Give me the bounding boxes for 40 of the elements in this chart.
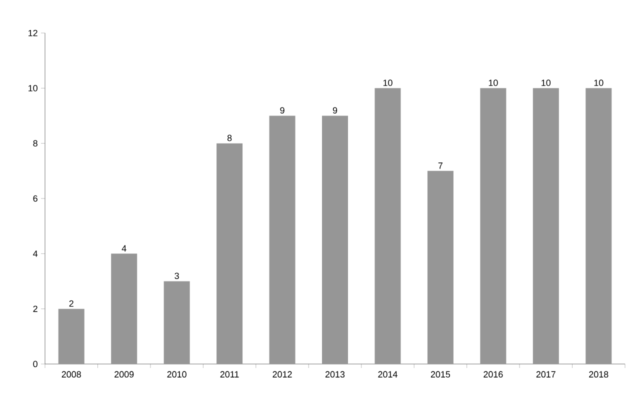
data-label: 7 [438, 162, 442, 169]
data-label: 3 [174, 272, 179, 280]
x-tick-label: 2009 [114, 371, 134, 378]
data-label: 9 [332, 107, 338, 114]
x-tick-label: 2008 [62, 371, 81, 378]
bar [532, 88, 559, 364]
y-tick-label: 6 [33, 195, 38, 202]
bar [322, 116, 348, 364]
y-tick-label: 12 [28, 30, 38, 36]
y-tick-label: 8 [33, 140, 38, 147]
data-label: 4 [122, 245, 126, 252]
bar [216, 143, 243, 364]
data-label: 10 [383, 80, 392, 86]
bar [374, 88, 401, 364]
bar [269, 116, 296, 364]
data-label: 9 [280, 107, 284, 114]
x-tick-label: 2018 [589, 371, 608, 378]
x-tick-label: 2010 [167, 371, 186, 378]
x-tick-label: 2015 [430, 371, 450, 378]
y-tick-label: 2 [33, 306, 38, 312]
x-tick-label: 2013 [325, 371, 345, 378]
data-label: 2 [69, 300, 74, 307]
x-tick-label: 2017 [536, 371, 556, 378]
data-label: 10 [542, 80, 551, 86]
x-tick-label: 2011 [220, 371, 239, 378]
bar [427, 170, 454, 364]
y-tick-label: 0 [33, 360, 38, 368]
bar [111, 254, 138, 364]
data-label: 8 [227, 134, 232, 142]
data-label: 10 [594, 80, 604, 86]
x-tick-label: 2014 [378, 371, 398, 378]
bar [164, 281, 190, 364]
data-label: 10 [488, 80, 498, 86]
y-tick-label: 10 [28, 84, 38, 92]
bar [586, 88, 612, 364]
y-tick-label: 4 [33, 250, 38, 257]
bar [480, 88, 506, 364]
bar [58, 308, 84, 364]
x-tick-label: 2012 [272, 371, 292, 378]
x-tick-label: 2016 [484, 371, 503, 378]
